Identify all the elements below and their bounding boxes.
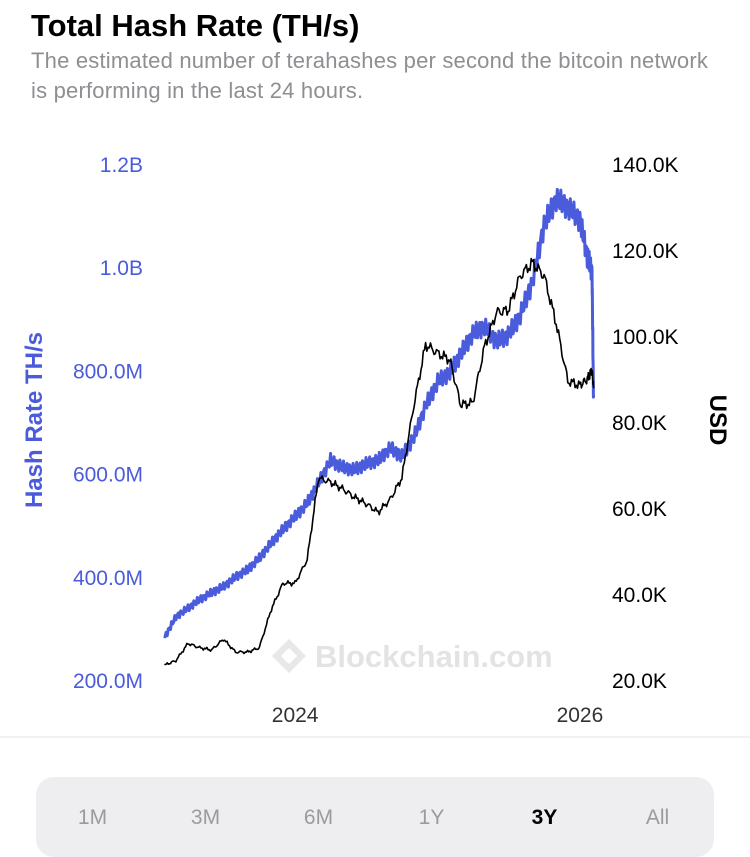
x-tick-label: 2024 (272, 704, 319, 727)
divider (0, 736, 750, 738)
left-tick-label: 800.0M (73, 360, 143, 383)
range-button-6m[interactable]: 6M (303, 806, 334, 829)
hash-rate-series-line (163, 187, 596, 639)
right-tick-label: 140.0K (612, 154, 679, 177)
left-tick-label: 1.2B (100, 154, 143, 177)
x-tick-label: 2026 (557, 704, 604, 727)
right-axis-ticks: 20.0K 40.0K 60.0K 80.0K 100.0K 120.0K 140.0K (612, 154, 679, 693)
blockchain-logo-icon (272, 639, 306, 673)
range-button-3y[interactable]: 3Y (531, 806, 558, 829)
left-axis-label: Hash Rate TH/s (21, 332, 48, 508)
left-tick-label: 400.0M (73, 567, 143, 590)
hash-rate-chart: Blockchain.com 200.0M 400.0M 600.0M 800.0M 1… (21, 154, 731, 727)
right-axis-label: USD (704, 395, 731, 446)
page-subtitle: The estimated number of terahashes per s… (31, 48, 709, 103)
watermark: Blockchain.com (272, 639, 553, 674)
right-tick-label: 100.0K (612, 326, 679, 349)
right-tick-label: 20.0K (612, 670, 667, 693)
right-tick-label: 80.0K (612, 412, 667, 435)
page-title: Total Hash Rate (TH/s) (31, 8, 360, 43)
range-button-3m[interactable]: 3M (190, 806, 221, 829)
range-button-1y[interactable]: 1Y (418, 806, 445, 829)
time-range-selector: 1M 3M 6M 1Y 3Y All (36, 777, 714, 857)
left-tick-label: 1.0B (100, 257, 143, 280)
right-tick-label: 40.0K (612, 584, 667, 607)
price-series-line (164, 257, 595, 666)
x-axis-ticks: 2024 2026 (272, 704, 604, 727)
right-tick-label: 60.0K (612, 498, 667, 521)
left-tick-label: 600.0M (73, 464, 143, 487)
series-layer (163, 187, 596, 666)
range-button-1m[interactable]: 1M (77, 806, 108, 829)
range-button-all[interactable]: All (645, 806, 670, 829)
left-tick-label: 200.0M (73, 670, 143, 693)
watermark-text: Blockchain.com (315, 639, 553, 674)
right-tick-label: 120.0K (612, 240, 679, 263)
left-axis-ticks: 200.0M 400.0M 600.0M 800.0M 1.0B 1.2B (73, 154, 143, 693)
